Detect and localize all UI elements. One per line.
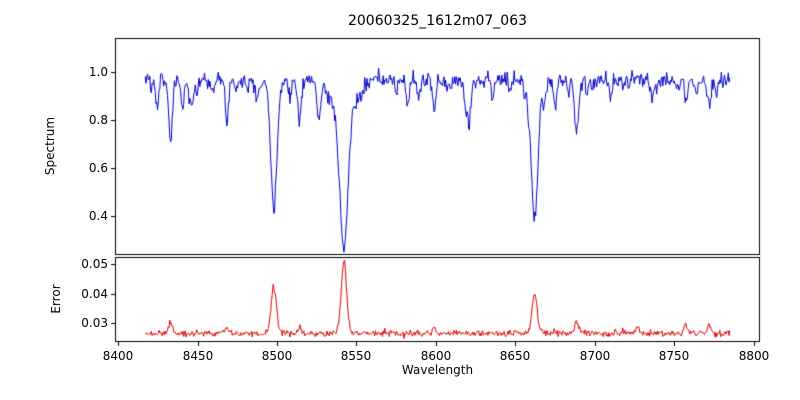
x-tick-label: 8650: [499, 349, 531, 363]
x-tick-label: 8500: [261, 349, 293, 363]
x-tick-label: 8450: [182, 349, 214, 363]
y-tick-label: 1.0: [88, 65, 108, 79]
y-tick-label: 0.6: [88, 161, 108, 175]
y-tick-label: 0.04: [81, 287, 108, 301]
x-tick-label: 8400: [102, 349, 134, 363]
y-axis-label-spectrum: Spectrum: [43, 116, 57, 176]
x-tick-label: 8800: [738, 349, 770, 363]
y-tick-label: 0.03: [81, 316, 108, 330]
x-tick-label: 8600: [420, 349, 452, 363]
x-axis-label: Wavelength: [401, 363, 474, 377]
y-tick-label: 0.8: [88, 113, 108, 127]
x-tick-label: 8700: [579, 349, 611, 363]
chart-title: 20060325_1612m07_063: [347, 13, 528, 29]
x-tick-label: 8750: [658, 349, 690, 363]
x-tick-label: 8550: [340, 349, 372, 363]
y-tick-label: 0.05: [81, 257, 108, 271]
y-tick-label: 0.4: [88, 209, 108, 223]
